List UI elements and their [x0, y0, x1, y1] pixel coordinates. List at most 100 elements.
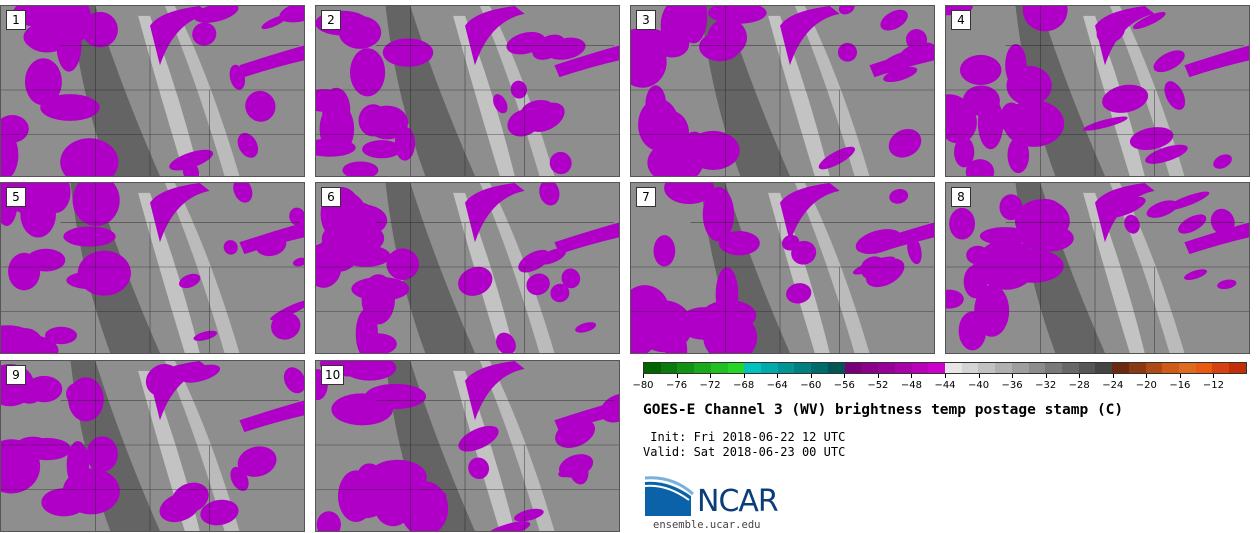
cold-cloud-region — [337, 470, 375, 522]
cold-cloud-region — [493, 94, 508, 114]
cold-cloud-region — [526, 273, 550, 296]
colorbar-tick — [1112, 374, 1114, 378]
colorbar-segment — [660, 363, 678, 373]
cold-cloud-region — [946, 289, 964, 309]
colorbar-tick-label: −24 — [1102, 380, 1124, 391]
cold-cloud-region — [62, 6, 92, 42]
stamp-map-canvas — [316, 6, 619, 176]
colorbar-tick — [911, 374, 913, 378]
cold-cloud-region — [255, 233, 287, 257]
cold-cloud-region — [977, 96, 1004, 150]
colorbar-tick-label: −40 — [967, 380, 990, 391]
cold-cloud-region — [458, 266, 493, 296]
cold-cloud-region — [883, 66, 918, 83]
colorbar-segment — [1179, 363, 1196, 373]
cold-cloud-region — [1132, 11, 1166, 30]
colorbar-segment — [911, 363, 929, 373]
cold-cloud-region — [1217, 279, 1237, 290]
stamp-member-label: 10 — [321, 365, 345, 385]
cold-cloud-region — [245, 90, 276, 122]
cold-cloud-region — [374, 486, 412, 527]
source-url: ensemble.ucar.edu — [653, 519, 761, 531]
colorbar-segment — [1078, 363, 1096, 373]
colorbar-tick-label: −80 — [632, 380, 654, 391]
cold-cloud-region — [66, 382, 90, 406]
cold-cloud-region — [907, 236, 922, 265]
cold-cloud-region — [1022, 6, 1068, 32]
init-time: Init: Fri 2018-06-22 12 UTC — [643, 430, 846, 444]
colorbar-segment — [961, 363, 979, 373]
cold-cloud-region — [1178, 214, 1207, 234]
cold-cloud-region — [24, 22, 70, 53]
colorbar-tick-label: −36 — [1001, 380, 1023, 391]
cold-cloud-region — [507, 109, 540, 137]
colorbar-segment — [1061, 363, 1079, 373]
cold-cloud-region — [786, 283, 812, 304]
cold-cloud-region — [178, 273, 201, 289]
cold-cloud-region — [866, 258, 905, 288]
valid-time: Valid: Sat 2018-06-23 00 UTC — [643, 445, 846, 459]
cold-cloud-region — [366, 105, 409, 140]
cold-cloud-region — [838, 6, 855, 15]
colorbar-segment — [928, 363, 945, 373]
postage-stamp-map: 7 — [630, 182, 935, 354]
cold-cloud-region — [664, 183, 715, 205]
colorbar-tick-label: −76 — [665, 380, 688, 391]
cold-cloud-region — [946, 94, 972, 134]
postage-stamp-map: 8 — [945, 182, 1250, 354]
colorbar-segment — [995, 363, 1012, 373]
postage-stamp-map: 2 — [315, 5, 620, 177]
cold-cloud-region — [561, 268, 581, 289]
cold-cloud-region — [653, 235, 676, 267]
cold-cloud-region — [1, 325, 37, 353]
cold-cloud-region — [575, 322, 597, 333]
cold-cloud-region — [702, 187, 735, 242]
cold-cloud-region — [506, 31, 546, 55]
cold-cloud-region — [699, 32, 741, 62]
cold-cloud-region — [855, 229, 902, 254]
cold-cloud-region — [1210, 208, 1235, 235]
colorbar-segment — [644, 363, 661, 373]
stamp-member-label: 1 — [6, 10, 26, 30]
cold-cloud-region — [292, 257, 304, 267]
colorbar-ticks: −80 −76 −72 −68 −64 −60 −56 −52 −48 −44 −40 −36 −32−… — [632, 374, 1247, 394]
cold-cloud-region — [638, 98, 679, 151]
colorbar-segment — [978, 363, 996, 373]
colorbar-segment — [1195, 363, 1213, 373]
stamp-member-label: 8 — [951, 187, 971, 207]
colorbar-segment — [1162, 363, 1179, 373]
cold-cloud-region — [979, 227, 1031, 246]
colorbar-tick-label: −48 — [900, 380, 922, 391]
cold-cloud-region — [1083, 116, 1128, 131]
colorbar-tick — [1179, 374, 1181, 378]
cold-cloud-region — [484, 521, 531, 531]
cold-cloud-region — [22, 437, 72, 461]
ncar-logo-icon — [644, 476, 695, 516]
cold-cloud-region — [550, 283, 570, 303]
cold-cloud-region — [233, 183, 253, 203]
stamp-map-canvas — [316, 183, 619, 353]
cold-cloud-region — [86, 436, 118, 472]
stamp-map-canvas — [631, 183, 934, 353]
colorbar-segment — [894, 363, 912, 373]
colorbar-tick — [710, 374, 712, 378]
stamp-map-canvas — [1, 183, 304, 353]
cold-cloud-region — [1007, 137, 1030, 174]
postage-stamp-map: 4 — [945, 5, 1250, 177]
colorbar-tick — [844, 374, 846, 378]
cold-cloud-region — [316, 94, 350, 112]
cold-cloud-region — [1106, 188, 1135, 215]
colorbar-tick-label: −64 — [766, 380, 788, 391]
cold-cloud-region — [1129, 127, 1174, 151]
cold-cloud-region — [355, 308, 378, 353]
colorbar-tick-label: −12 — [1202, 380, 1224, 391]
colorbar-tick-label: −20 — [1135, 380, 1157, 391]
cold-cloud-region — [77, 250, 131, 296]
colorbar-segment — [1112, 363, 1129, 373]
colorbar-segment — [744, 363, 762, 373]
cold-cloud-region — [539, 183, 560, 206]
cold-cloud-region — [319, 102, 355, 156]
cold-cloud-region — [514, 508, 544, 522]
cold-cloud-region — [959, 54, 1002, 85]
cold-cloud-region — [837, 42, 858, 62]
